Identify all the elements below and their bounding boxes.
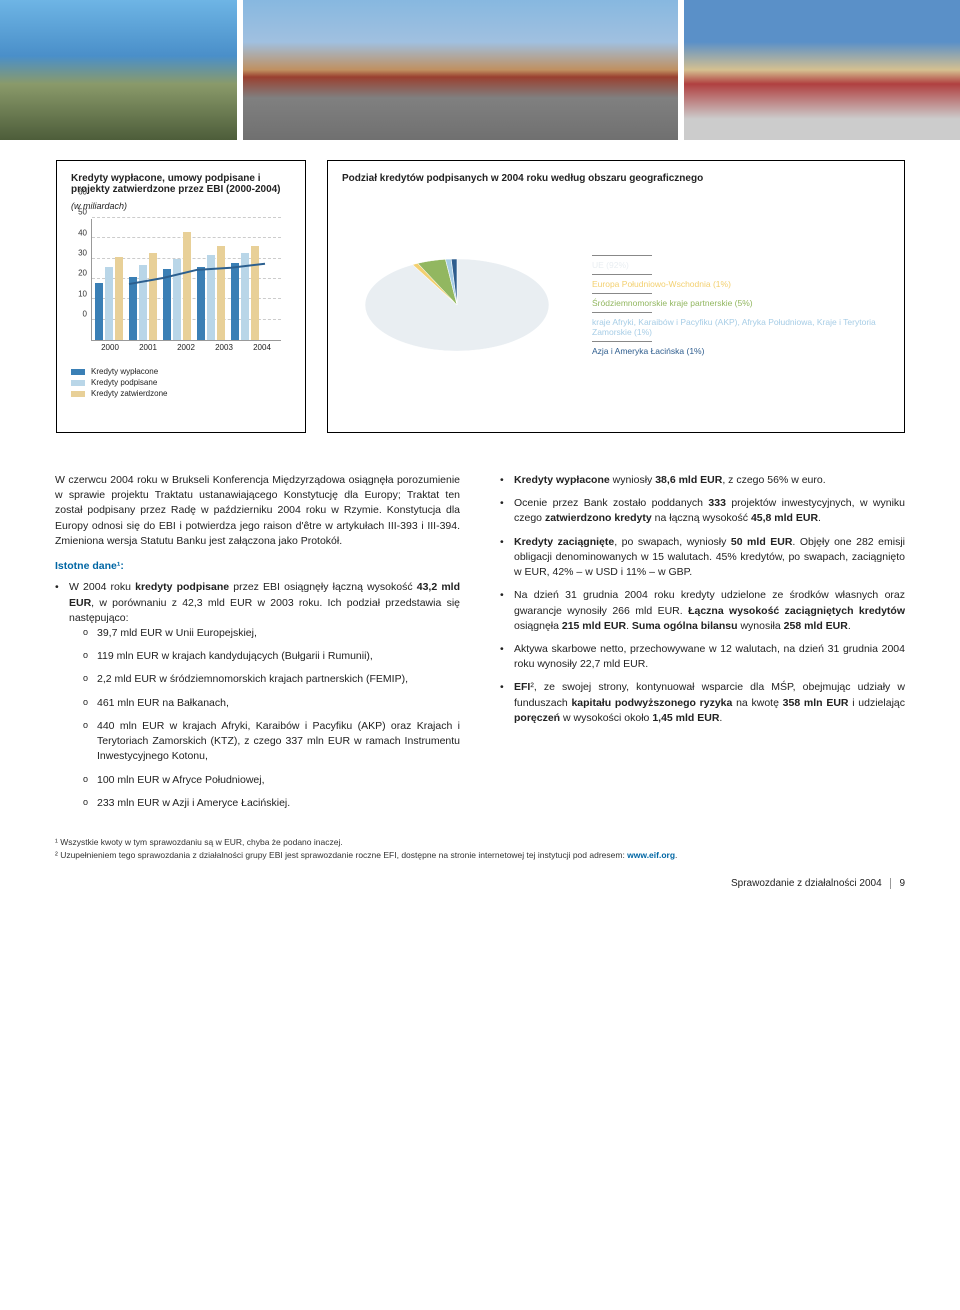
footnote-2: ² Uzupełnieniem tego sprawozdania z dzia… [55, 850, 905, 861]
left-sub-item: 100 mln EUR w Afryce Południowej, [83, 773, 460, 788]
right-column: Kredyty wypłacone wyniosły 38,6 mld EUR,… [500, 473, 905, 819]
bar-chart-title: Kredyty wypłacone, umowy podpisane i pro… [71, 173, 291, 195]
left-sub-item: 461 mln EUR na Bałkanach, [83, 696, 460, 711]
page-footer: Sprawozdanie z działalności 2004 9 [0, 872, 960, 903]
left-sub-item: 119 mln EUR w krajach kandydujących (Buł… [83, 649, 460, 664]
right-bullet-6: EFI², ze swojej strony, kontynuował wspa… [500, 680, 905, 726]
right-bullet-4: Na dzień 31 grudnia 2004 roku kredyty ud… [500, 588, 905, 634]
left-sub-item: 39,7 mld EUR w Unii Europejskiej, [83, 626, 460, 641]
header-image-1 [0, 0, 237, 140]
page-number: 9 [890, 878, 905, 889]
bar-chart-legend: Kredyty wypłaconeKredyty podpisaneKredyt… [71, 367, 291, 398]
eif-link[interactable]: www.eif.org [627, 850, 675, 860]
left-sublist: 39,7 mld EUR w Unii Europejskiej, 119 mln… [69, 626, 460, 811]
footnote-1: ¹ Wszystkie kwoty w tym sprawozdaniu są … [55, 837, 905, 848]
header-image-3 [684, 0, 960, 140]
left-column: W czerwcu 2004 roku w Brukseli Konferenc… [55, 473, 460, 819]
bar-chart-box: Kredyty wypłacone, umowy podpisane i pro… [56, 160, 306, 433]
bar-chart: 010203040506020002001200220032004 [71, 219, 281, 359]
right-bullet-2: Ocenie przez Bank zostało poddanych 333 … [500, 496, 905, 526]
left-bullet-1: W 2004 roku kredyty podpisane przez EBI … [55, 580, 460, 811]
intro-paragraph: W czerwcu 2004 roku w Brukseli Konferenc… [55, 473, 460, 549]
footer-text: Sprawozdanie z działalności 2004 [731, 878, 882, 889]
right-bullet-1: Kredyty wypłacone wyniosły 38,6 mld EUR,… [500, 473, 905, 488]
pie-chart-legend: UE (92%)Europa Południowo-Wschodnia (1%)… [592, 251, 890, 360]
header-image-2 [243, 0, 678, 140]
left-sub-item: 440 mln EUR w krajach Afryki, Karaibów i… [83, 719, 460, 765]
left-sub-item: 233 mln EUR w Azji i Ameryce Łacińskiej. [83, 796, 460, 811]
pie-chart-title: Podział kredytów podpisanych w 2004 roku… [342, 173, 890, 184]
istotne-dane-heading: Istotne dane¹: [55, 559, 460, 574]
right-bullet-3: Kredyty zaciągnięte, po swapach, wyniosł… [500, 535, 905, 581]
footnotes: ¹ Wszystkie kwoty w tym sprawozdaniu są … [0, 829, 960, 872]
bar-chart-subtitle: (w miliardach) [71, 201, 291, 211]
pie-chart [342, 248, 572, 363]
header-image-strip [0, 0, 960, 140]
left-sub-item: 2,2 mld EUR w śródziemnomorskich krajach… [83, 672, 460, 687]
right-bullet-5: Aktywa skarbowe netto, przechowywane w 1… [500, 642, 905, 672]
pie-chart-box: Podział kredytów podpisanych w 2004 roku… [327, 160, 905, 433]
